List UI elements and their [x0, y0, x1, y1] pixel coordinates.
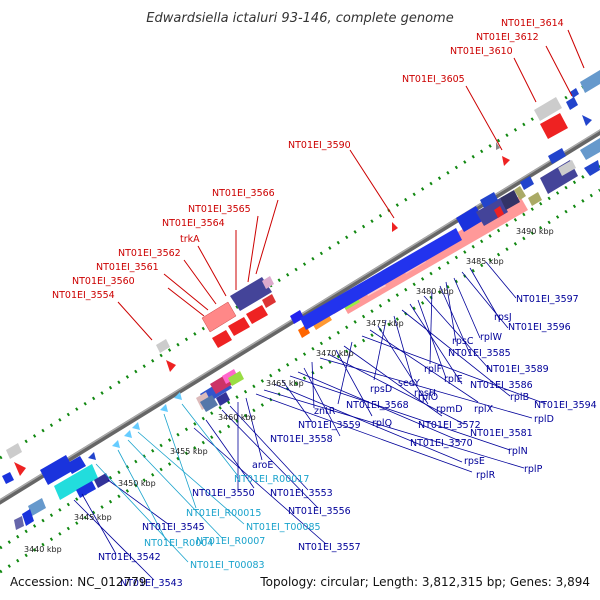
gene-label: NT01EI_3570 [410, 438, 473, 449]
gene-label: NT01EI_3589 [486, 364, 549, 375]
gene-label: NT01EI_3557 [298, 542, 361, 553]
tick-label: 3480 kbp [416, 287, 454, 296]
gene-label: NT01EI_3564 [162, 218, 225, 229]
gene-label: NT01EI_3610 [450, 46, 513, 57]
gene-label: NT01EI_3596 [508, 322, 571, 333]
gene-label: rpmD [436, 404, 463, 415]
top-gene-labels: NT01EI_3614 NT01EI_3612 NT01EI_3610 NT01… [52, 18, 564, 301]
gene-label: NT01EI_3594 [534, 400, 597, 411]
gene-label: NT01EI_3542 [98, 552, 161, 563]
gene-label: NT01EI_3614 [501, 18, 564, 29]
gene-label: NT01EI_R0004 [144, 538, 213, 549]
tick-label: 3450 kbp [118, 479, 156, 488]
gene-label: rplE [444, 374, 463, 385]
gene-label: rplB [510, 392, 529, 403]
bottom-gene-labels: NT01EI_3597 rpsJ NT01EI_3596 rplW rpsC N… [98, 294, 597, 589]
gene-label: rpsH [414, 388, 436, 399]
gene-label: NT01EI_3581 [470, 428, 533, 439]
gene-label: rplR [476, 470, 496, 481]
gene-label: zntR [314, 406, 336, 417]
gene-label: NT01EI_3568 [346, 400, 409, 411]
top-strand-features [6, 70, 600, 476]
bottom-strand-features [2, 138, 600, 530]
top-label-connectors [117, 29, 585, 341]
gene-label: trkA [180, 234, 200, 245]
gene-label: rplQ [372, 418, 392, 429]
accession-text: Accession: NC_012779 [10, 575, 146, 589]
gene-label: NT01EI_R00015 [186, 508, 261, 519]
tick-label: 3445 kbp [74, 513, 112, 522]
tick-label: 3440 kbp [24, 545, 62, 554]
gene-label: NT01EI_3586 [470, 380, 533, 391]
gene-label: rplW [480, 332, 503, 343]
gene-label: rplN [508, 446, 528, 457]
gene-label: rplO [418, 392, 438, 403]
gene-label: NT01EI_3612 [476, 32, 539, 43]
gene-label: rplP [524, 464, 543, 475]
rna-gene-labels: NT01EI_R00017 NT01EI_R00015 NT01EI_T0008… [144, 474, 321, 571]
gene-label: NT01EI_3605 [402, 74, 465, 85]
gene-label: NT01EI_3545 [142, 522, 205, 533]
tick-label: 3465 kbp [266, 379, 304, 388]
tick-labels: 3440 kbp 3445 kbp 3450 kbp 3455 kbp 3460… [24, 227, 554, 554]
gene-label: NT01EI_3572 [418, 420, 481, 431]
gene-label: NT01EI_3554 [52, 290, 115, 301]
bottom-label-connectors [73, 261, 547, 581]
gene-label: NT01EI_3550 [192, 488, 255, 499]
gene-label: rpsE [464, 456, 485, 467]
gene-label: rpsJ [494, 312, 512, 323]
gene-label: rpsD [370, 384, 392, 395]
gene-label: NT01EI_R0007 [196, 536, 265, 547]
tick-label: 3485 kbp [466, 257, 504, 266]
tick-label: 3475 kbp [366, 319, 404, 328]
rna-label-connectors [95, 403, 245, 563]
gene-label: NT01EI_R00017 [234, 474, 309, 485]
gene-label: NT01EI_T00083 [190, 560, 265, 571]
gene-label: NT01EI_3562 [118, 248, 181, 259]
gene-label: rpsC [452, 336, 474, 347]
gene-label: NT01EI_3556 [288, 506, 351, 517]
gene-label: NT01EI_3559 [298, 420, 361, 431]
gene-label: secY [398, 378, 420, 389]
gene-label: NT01EI_3597 [516, 294, 579, 305]
gene-label: rplD [534, 414, 554, 425]
map-title: Edwardsiella ictaluri 93-146, complete g… [146, 11, 453, 26]
genome-summary-text: Topology: circular; Length: 3,812,315 bp… [259, 575, 590, 589]
tick-label: 3490 kbp [516, 227, 554, 236]
gene-label: NT01EI_3590 [288, 140, 351, 151]
gene-label: rplF [424, 364, 442, 375]
gene-label: NT01EI_3566 [212, 188, 275, 199]
gene-label: aroE [252, 460, 273, 471]
gene-label: NT01EI_3553 [270, 488, 333, 499]
gene-label: NT01EI_T00085 [246, 522, 321, 533]
gene-label: NT01EI_3560 [72, 276, 135, 287]
gene-label: NT01EI_3565 [188, 204, 251, 215]
gene-label: NT01EI_3558 [270, 434, 333, 445]
gene-label: NT01EI_3585 [448, 348, 511, 359]
tick-label: 3455 kbp [170, 447, 208, 456]
gene-label: NT01EI_3561 [96, 262, 159, 273]
gene-label: NT01EI_3543 [120, 578, 183, 589]
gene-label: rplX [474, 404, 494, 415]
tick-label: 3460 kbp [218, 413, 256, 422]
tick-label: 3470 kbp [316, 349, 354, 358]
